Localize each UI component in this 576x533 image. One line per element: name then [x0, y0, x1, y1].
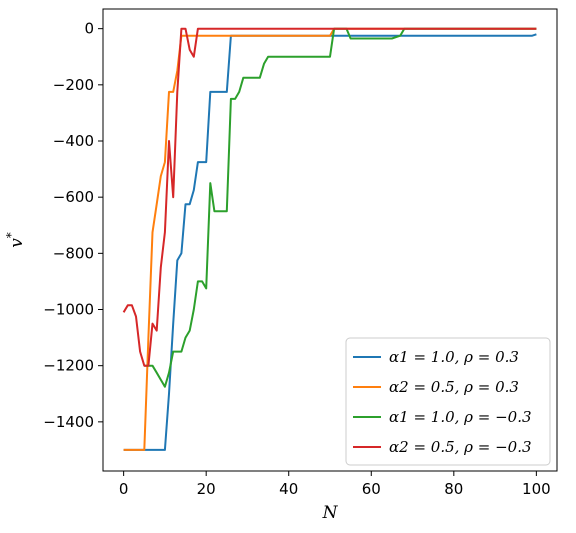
- series-layer: [122, 27, 537, 451]
- y-tick-label: −400: [53, 132, 94, 150]
- plot-frame: [102, 8, 558, 472]
- x-tick-label: 40: [279, 480, 298, 498]
- y-tick-label: −800: [53, 244, 94, 262]
- legend-label-2: α2 = 0.5, ρ = 0.3: [389, 378, 519, 396]
- y-axis-label: v*: [4, 232, 27, 248]
- x-tick-label: 60: [362, 480, 381, 498]
- x-tick-label: 20: [197, 480, 216, 498]
- x-tick-label: 0: [119, 480, 129, 498]
- y-tick-label: −1200: [43, 357, 94, 375]
- x-tick-label: 80: [444, 480, 463, 498]
- legend-box: [345, 337, 551, 466]
- series-line-3: [144, 27, 537, 388]
- x-axis-label: N: [322, 503, 339, 523]
- y-tick-label: −600: [53, 188, 94, 206]
- y-tick-label: 0: [84, 20, 94, 38]
- legend-label-3: α1 = 1.0, ρ = −0.3: [389, 408, 532, 426]
- y-tick-label: −1000: [43, 301, 94, 319]
- x-tick-label: 100: [522, 480, 551, 498]
- y-tick-label: −1400: [43, 413, 94, 431]
- ticks-layer: 0 20 40 60 80 100 0 −200 −400 −600 −800 −1000 −1200 −…: [43, 20, 550, 498]
- series-line-4: [122, 27, 537, 367]
- y-tick-label: −200: [53, 76, 94, 94]
- legend-label-4: α2 = 0.5, ρ = −0.3: [389, 438, 532, 456]
- legend-label-1: α1 = 1.0, ρ = 0.3: [389, 348, 519, 366]
- legend: α1 = 1.0, ρ = 0.3 α2 = 0.5, ρ = 0.3 α1 = 1…: [345, 337, 551, 466]
